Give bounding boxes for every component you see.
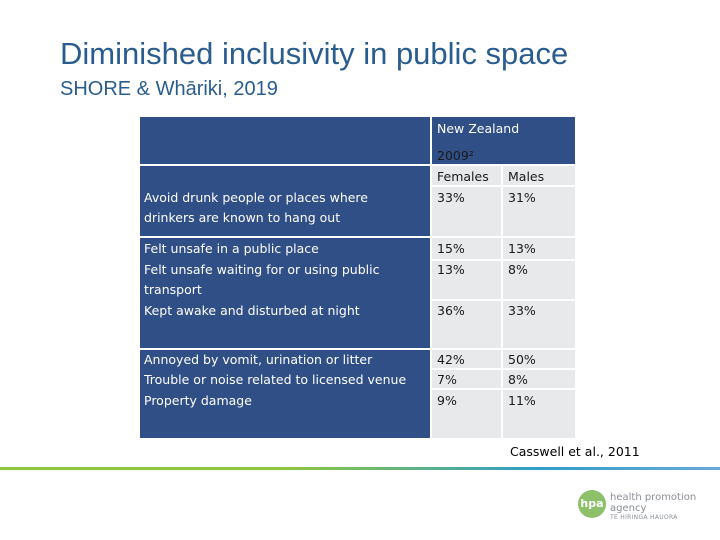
cell-females-4: [432, 301, 501, 348]
cell-males-5: [503, 350, 575, 368]
header-year: 2009²: [437, 148, 474, 163]
row-label-2: Felt unsafe in a public place: [144, 241, 319, 256]
row-label-1b: drinkers are known to hang out: [144, 210, 341, 225]
logo-tagline: TE HIRINGA HAUORA: [610, 514, 678, 521]
cell-males-3: [503, 261, 575, 299]
value-males-2: 13%: [508, 241, 536, 256]
cell-females-2: [432, 238, 501, 259]
cell-females-6: [432, 370, 501, 388]
value-females-7: 9%: [437, 393, 457, 408]
value-males-7: 11%: [508, 393, 536, 408]
value-females-4: 36%: [437, 303, 465, 318]
cell-males-7: [503, 390, 575, 438]
cell-females-5: [432, 350, 501, 368]
row-label-6: Trouble or noise related to licensed ven…: [144, 372, 407, 387]
cell-males-2: [503, 238, 575, 259]
value-males-4: 33%: [508, 303, 536, 318]
value-males-3: 8%: [508, 262, 528, 277]
slide-subtitle: SHORE & Whāriki, 2019: [60, 78, 278, 100]
cell-males-1: [503, 187, 575, 236]
row-label-1a: Avoid drunk people or places where: [144, 190, 368, 205]
cell-col-males-header: [503, 166, 575, 185]
row-label-7: Property damage: [144, 393, 252, 408]
cell-males-6: [503, 370, 575, 388]
label-block-1: [140, 166, 430, 236]
value-males-1: 31%: [508, 190, 536, 205]
value-females-3: 13%: [437, 262, 465, 277]
value-females-6: 7%: [437, 372, 457, 387]
slide-title: Diminished inclusivity in public space: [60, 36, 569, 71]
cell-females-3: [432, 261, 501, 299]
row-label-3a: Felt unsafe waiting for or using public: [144, 262, 380, 277]
logo-line-1: health promotion: [610, 492, 697, 503]
value-females-2: 15%: [437, 241, 465, 256]
header-region-cell: [432, 117, 575, 164]
cell-females-7: [432, 390, 501, 438]
logo-line-2: agency: [610, 503, 647, 514]
col-header-males: Males: [508, 169, 545, 184]
row-label-4: Kept awake and disturbed at night: [144, 303, 360, 318]
col-header-females: Females: [437, 169, 489, 184]
hpa-logo-icon: hpa: [578, 490, 606, 518]
footer-gradient-bar: [0, 467, 720, 470]
header-region: New Zealand: [437, 121, 520, 136]
cell-col-females-header: [432, 166, 501, 185]
header-label-cell: [140, 117, 430, 164]
value-males-6: 8%: [508, 372, 528, 387]
citation: Casswell et al., 2011: [510, 444, 640, 459]
label-block-2: [140, 238, 430, 348]
value-males-5: 50%: [508, 352, 536, 367]
row-label-3b: transport: [144, 282, 202, 297]
value-females-5: 42%: [437, 352, 465, 367]
value-females-1: 33%: [437, 190, 465, 205]
row-label-5: Annoyed by vomit, urination or litter: [144, 352, 373, 367]
cell-females-1: [432, 187, 501, 236]
label-block-3: [140, 350, 430, 438]
cell-males-4: [503, 301, 575, 348]
